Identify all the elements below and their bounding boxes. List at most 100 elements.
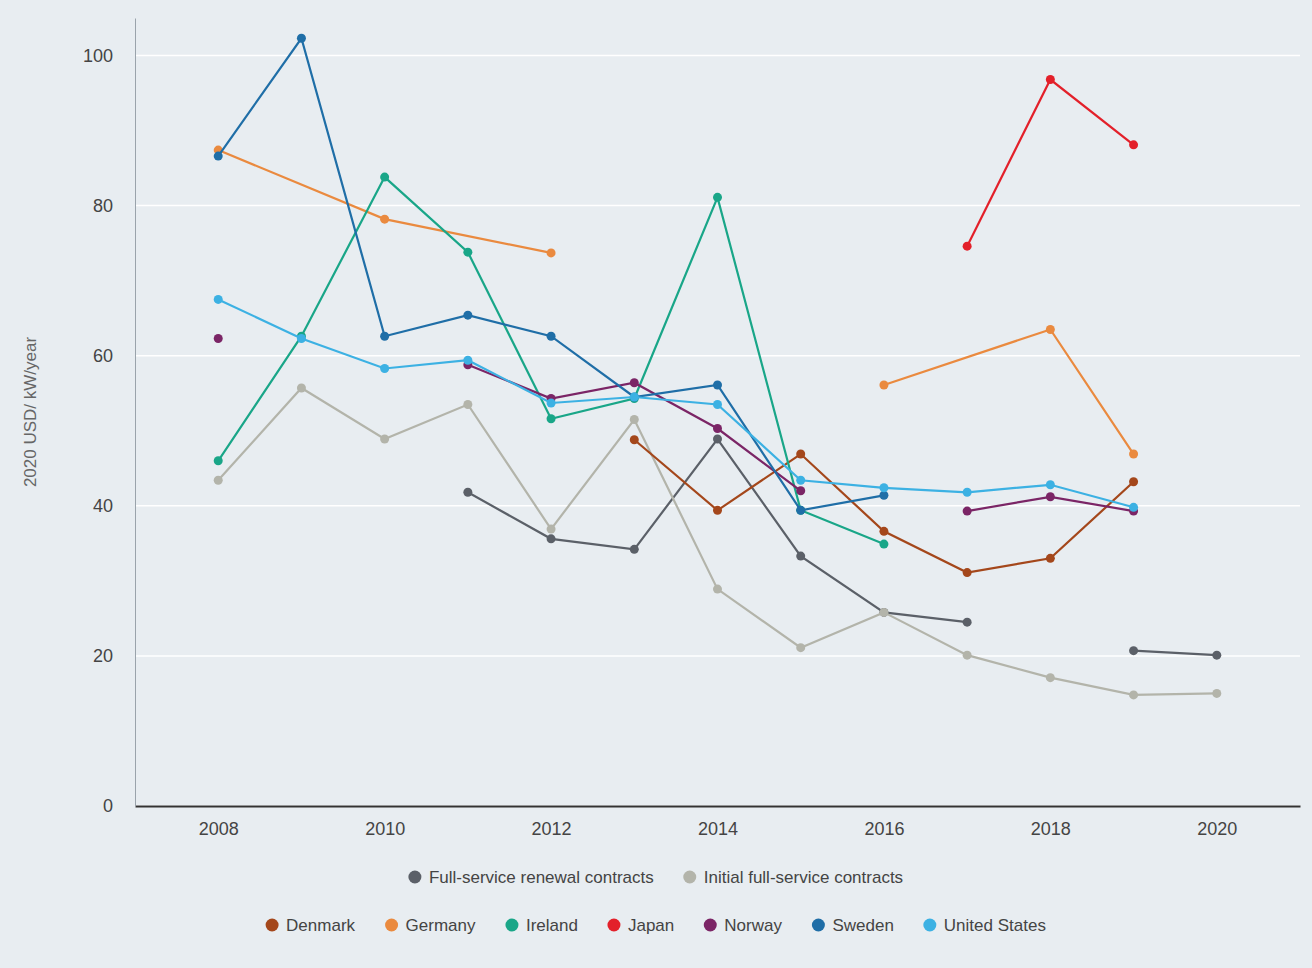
series bbox=[214, 173, 889, 549]
legend-marker bbox=[812, 919, 825, 932]
series-point bbox=[463, 311, 472, 320]
legend-label: Japan bbox=[628, 916, 674, 935]
y-tick: 40 bbox=[93, 496, 135, 516]
series-point bbox=[547, 398, 556, 407]
series-point bbox=[214, 334, 223, 343]
series-line bbox=[218, 150, 1133, 454]
legend-item: Initial full-service contracts bbox=[683, 868, 903, 887]
grid-line bbox=[135, 805, 1300, 807]
x-tick-label: 2012 bbox=[532, 819, 572, 839]
grid bbox=[135, 56, 1300, 806]
legend-label: Sweden bbox=[832, 916, 893, 935]
x-tick-label: 2014 bbox=[698, 819, 738, 839]
series-point bbox=[713, 424, 722, 433]
legend-marker bbox=[408, 871, 421, 884]
series-point bbox=[380, 435, 389, 444]
legend-item: Norway bbox=[704, 916, 783, 935]
series-point bbox=[713, 435, 722, 444]
series-point bbox=[547, 248, 556, 257]
plot: 2008 2010 2012 2014 2016 2018 2020 0 20 40 60 80 100 bbox=[83, 19, 1301, 839]
x-tick-label: 2016 bbox=[864, 819, 904, 839]
series-point bbox=[214, 152, 223, 161]
x-tick: 2008 bbox=[199, 806, 239, 839]
series-point bbox=[630, 392, 639, 401]
series-point bbox=[630, 378, 639, 387]
series-point bbox=[1212, 689, 1221, 698]
series-point bbox=[380, 364, 389, 373]
series-point bbox=[1046, 554, 1055, 563]
y-tick: 100 bbox=[83, 46, 135, 66]
series-point bbox=[630, 435, 639, 444]
series-point bbox=[547, 534, 556, 543]
series bbox=[214, 295, 1138, 512]
series-point bbox=[547, 332, 556, 341]
x-tick-label: 2020 bbox=[1197, 819, 1237, 839]
series-point bbox=[796, 506, 805, 515]
legend-item: Full-service renewal contracts bbox=[408, 868, 653, 887]
y-tick-label: 20 bbox=[93, 646, 113, 666]
series bbox=[214, 146, 1138, 459]
legend-marker bbox=[683, 871, 696, 884]
legend-label: Denmark bbox=[286, 916, 355, 935]
series-line bbox=[634, 440, 1133, 573]
series-point bbox=[713, 193, 722, 202]
series-point bbox=[963, 651, 972, 660]
series-point bbox=[630, 392, 639, 401]
series-point bbox=[1046, 492, 1055, 501]
legend-label: Full-service renewal contracts bbox=[429, 868, 654, 887]
y-axis-title: 2020 USD/ kW/year bbox=[21, 337, 40, 488]
x-axis-line bbox=[136, 806, 1301, 808]
series-layer bbox=[214, 34, 1222, 700]
series-point bbox=[463, 356, 472, 365]
legend-item: Germany bbox=[385, 916, 476, 935]
y-axis-line bbox=[135, 19, 136, 807]
series-point bbox=[796, 450, 805, 459]
legend-marker bbox=[385, 919, 398, 932]
series-point bbox=[297, 334, 306, 343]
series bbox=[214, 383, 1222, 699]
series-point bbox=[547, 414, 556, 423]
y-tick: 80 bbox=[93, 196, 135, 216]
x-tick-label: 2010 bbox=[365, 819, 405, 839]
series-point bbox=[1212, 651, 1221, 660]
series-point bbox=[297, 383, 306, 392]
series-point bbox=[879, 540, 888, 549]
legend-item: Denmark bbox=[266, 916, 356, 935]
series-point bbox=[879, 608, 888, 617]
series-point bbox=[963, 507, 972, 516]
series-point bbox=[630, 415, 639, 424]
series-line bbox=[967, 80, 1133, 247]
series-point bbox=[380, 332, 389, 341]
y-tick-label: 40 bbox=[93, 496, 113, 516]
y-tick: 60 bbox=[93, 346, 135, 366]
series bbox=[630, 435, 1138, 577]
y-axis: 0 20 40 60 80 100 bbox=[83, 19, 136, 817]
series-point bbox=[713, 585, 722, 594]
series-point bbox=[463, 488, 472, 497]
series-point bbox=[879, 608, 888, 617]
x-tick: 2018 bbox=[1031, 806, 1071, 839]
series-point bbox=[380, 215, 389, 224]
series-point bbox=[1129, 646, 1138, 655]
series-point bbox=[1129, 140, 1138, 149]
series-point bbox=[1046, 325, 1055, 334]
series bbox=[214, 34, 889, 515]
legend-row: Full-service renewal contracts Initial fu… bbox=[408, 868, 903, 887]
x-tick: 2016 bbox=[864, 806, 904, 839]
x-tick: 2014 bbox=[698, 806, 738, 839]
series-point bbox=[214, 295, 223, 304]
series-point bbox=[796, 476, 805, 485]
legend-item: Japan bbox=[607, 916, 674, 935]
series-line bbox=[468, 439, 1217, 655]
legend-row: DenmarkGermanyIrelandJapanNorwaySwedenUn… bbox=[266, 916, 1046, 935]
legend-label: Ireland bbox=[526, 916, 578, 935]
series-point bbox=[713, 506, 722, 515]
series-point bbox=[879, 483, 888, 492]
series-point bbox=[796, 552, 805, 561]
series-point bbox=[1046, 480, 1055, 489]
y-tick-label: 0 bbox=[103, 796, 113, 816]
series-point bbox=[713, 400, 722, 409]
x-tick: 2012 bbox=[532, 806, 572, 839]
series-point bbox=[1046, 673, 1055, 682]
chart: 2008 2010 2012 2014 2016 2018 2020 0 20 40 60 80 100… bbox=[0, 0, 1312, 968]
